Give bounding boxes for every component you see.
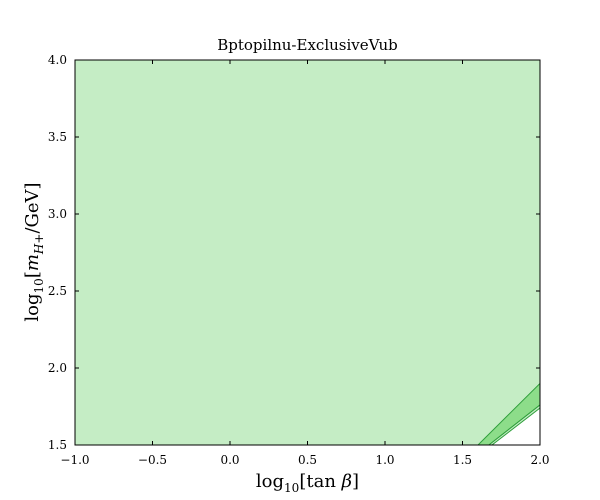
y-tick-label: 3.5 (48, 130, 67, 144)
x-axis-label: log10[tan β] (256, 471, 359, 495)
x-tick-label: 1.0 (375, 453, 394, 467)
y-tick-label: 1.5 (48, 438, 67, 452)
region-1 (75, 60, 540, 445)
y-tick-label: 2.5 (48, 284, 67, 298)
x-tick-label: 1.5 (453, 453, 472, 467)
x-axis-ticks: −1.0 −0.5 0.0 0.5 1.0 1.5 2.0 (60, 60, 550, 467)
y-tick-label: 4.0 (48, 53, 67, 67)
y-tick-label: 2.0 (48, 361, 67, 375)
plot-regions (75, 60, 541, 446)
y-axis-ticks: 1.5 2.0 2.5 3.0 3.5 4.0 (48, 53, 540, 452)
x-tick-label: 2.0 (530, 453, 549, 467)
y-tick-label: 3.0 (48, 207, 67, 221)
y-axis-label: log10[mH+/GeV] (22, 182, 46, 321)
x-tick-label: 0.0 (220, 453, 239, 467)
x-tick-label: −0.5 (138, 453, 167, 467)
x-tick-label: −1.0 (60, 453, 89, 467)
x-tick-label: 0.5 (298, 453, 317, 467)
chart-title: Bptopilnu-ExclusiveVub (217, 36, 398, 54)
